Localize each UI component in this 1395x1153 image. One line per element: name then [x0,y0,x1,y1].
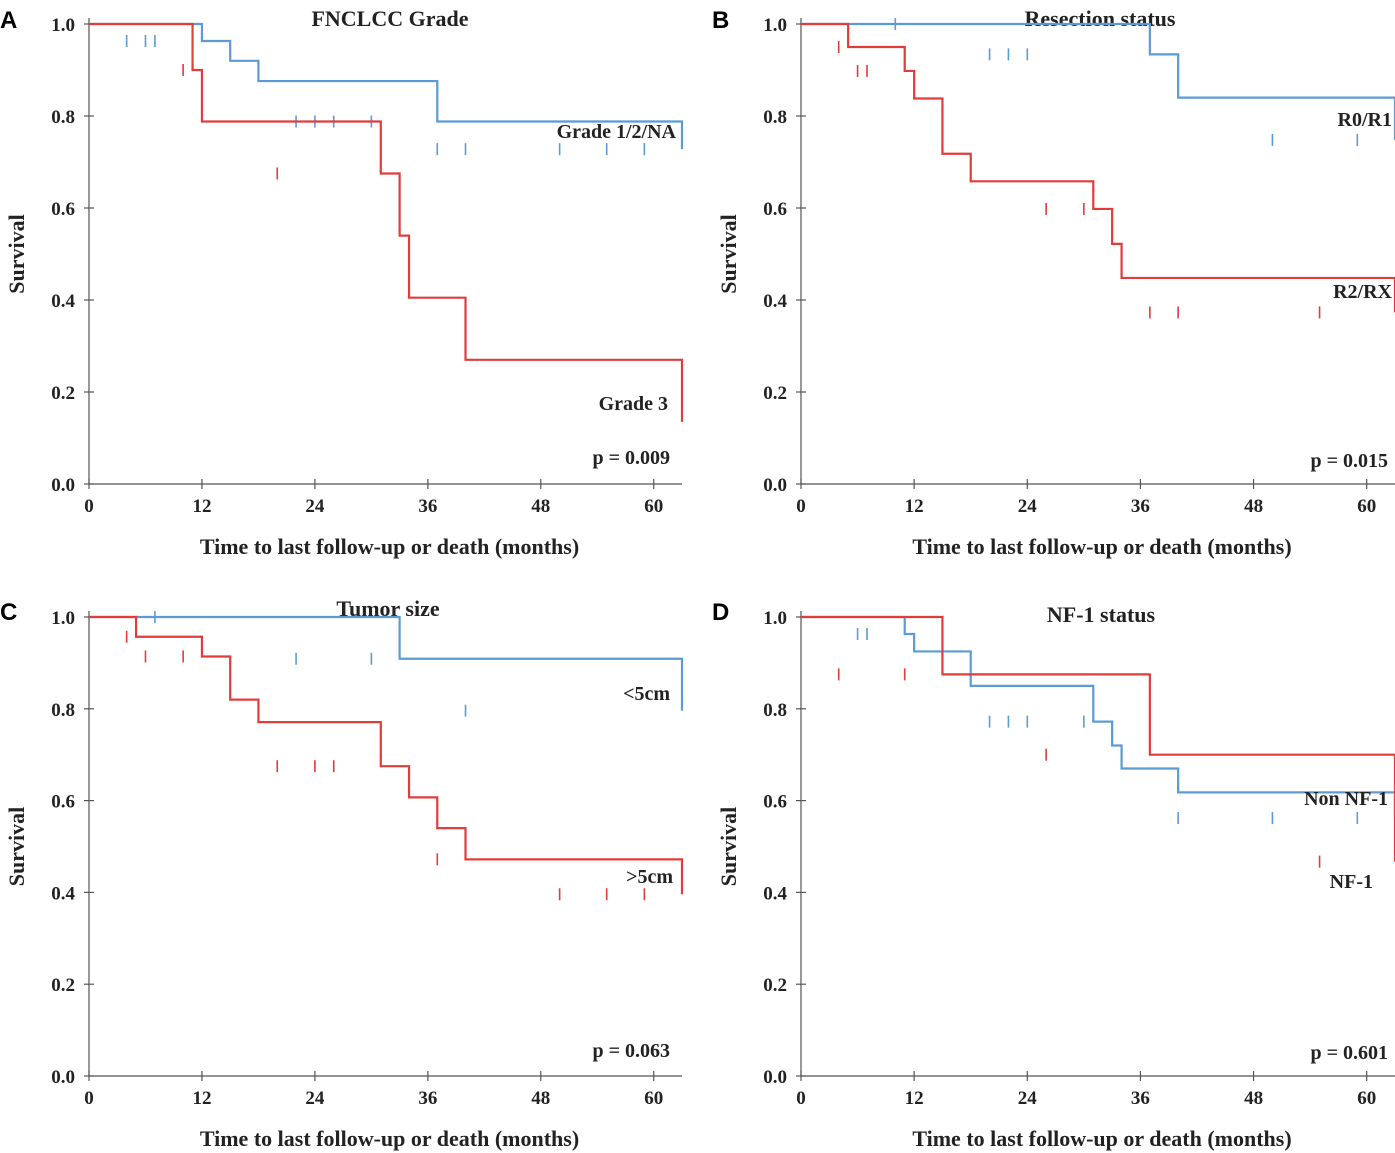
y-tick-label: 0.4 [763,291,787,312]
y-tick-label: 0.6 [763,199,787,220]
series-line-red [801,22,1395,313]
series-label: R0/R1 [1338,109,1392,131]
y-tick-label: 0.4 [51,883,75,904]
p-value-label: p = 0.601 [1310,1042,1388,1064]
series-label: NF-1 [1330,871,1373,893]
series-line-blue [89,22,684,150]
y-tick-label: 0.6 [763,792,787,813]
series-label: Non NF-1 [1304,788,1388,810]
x-tick-label: 24 [305,496,325,517]
y-tick-label: 0.0 [51,475,75,496]
x-axis-label: Time to last follow-up or death (months) [912,534,1291,559]
y-tick-label: 0.2 [51,975,75,996]
x-tick-label: 12 [192,1088,211,1109]
x-tick-label: 48 [1244,496,1263,517]
series-label: Grade 1/2/NA [557,121,677,143]
y-tick-label: 0.0 [51,1067,75,1088]
y-tick-label: 0.2 [763,975,787,996]
x-tick-label: 48 [531,496,550,517]
chart-title: FNCLCC Grade [311,6,468,31]
series-line-red [801,615,1395,862]
p-value-label: p = 0.015 [1310,450,1388,472]
p-value-label: p = 0.063 [592,1040,670,1062]
y-tick-label: 1.0 [51,608,75,629]
y-tick-label: 0.6 [51,199,75,220]
y-tick-label: 0.8 [51,700,75,721]
x-tick-label: 24 [1018,496,1038,517]
series-line-red [89,22,684,422]
y-tick-label: 0.4 [51,291,75,312]
series-label: R2/RX [1333,281,1392,303]
series-label: >5cm [626,866,673,888]
series-line-blue [801,22,1395,140]
km-panel-d: D NF-1 status 0.0 0.2 0.4 0.6 0.8 1.0 0 12 24 36 48 6… [712,599,1395,1151]
y-axis-label: Survival [4,214,29,293]
y-tick-label: 1.0 [51,15,75,36]
x-tick-label: 36 [1131,496,1150,517]
y-tick-label: 0.2 [51,383,75,404]
series-label: Grade 3 [599,393,668,415]
x-axis-label: Time to last follow-up or death (months) [912,1126,1291,1151]
x-tick-label: 12 [905,1088,924,1109]
y-axis-label: Survival [4,807,29,886]
y-tick-label: 0.0 [763,475,787,496]
x-tick-label: 24 [1018,1088,1038,1109]
x-axis-label: Time to last follow-up or death (months) [200,1126,579,1151]
x-tick-label: 60 [644,496,663,517]
series-line-blue [89,615,684,711]
x-tick-label: 36 [1131,1088,1150,1109]
x-tick-label: 48 [1244,1088,1263,1109]
y-tick-label: 1.0 [763,608,787,629]
x-tick-label: 60 [644,1088,663,1109]
y-axis-label: Survival [716,214,741,293]
km-panel-a: A FNCLCC Grade 0.0 0.2 0.4 0.6 0.8 1.0 0 12 24 36 48… [0,6,684,559]
p-value-label: p = 0.009 [592,447,670,469]
x-tick-label: 12 [192,496,211,517]
series-line-red [89,615,684,895]
panel-letter: A [0,7,17,34]
y-tick-label: 1.0 [763,15,787,36]
panel-letter: D [712,599,729,626]
y-tick-label: 0.8 [763,700,787,721]
x-tick-label: 12 [905,496,924,517]
y-tick-label: 0.0 [763,1067,787,1088]
x-tick-label: 36 [418,1088,437,1109]
y-tick-label: 0.6 [51,792,75,813]
series-line-blue [801,615,1395,819]
x-tick-label: 0 [796,1088,806,1109]
chart-title: NF-1 status [1047,602,1156,627]
x-tick-label: 0 [84,1088,94,1109]
y-axis-label: Survival [716,807,741,886]
x-axis-label: Time to last follow-up or death (months) [200,534,579,559]
y-tick-label: 0.8 [763,107,787,128]
km-panel-b: B Resection status 0.0 0.2 0.4 0.6 0.8 1.0 0 12 24… [712,6,1395,559]
y-tick-label: 0.8 [51,107,75,128]
x-tick-label: 48 [531,1088,550,1109]
x-tick-label: 0 [84,496,94,517]
series-label: <5cm [623,683,670,705]
x-tick-label: 60 [1357,496,1376,517]
y-tick-label: 0.4 [763,883,787,904]
x-tick-label: 36 [418,496,437,517]
chart-title: Resection status [1025,6,1176,31]
panel-letter: B [712,7,729,34]
x-tick-label: 0 [796,496,806,517]
panel-letter: C [0,599,17,626]
y-tick-label: 0.2 [763,383,787,404]
x-tick-label: 60 [1357,1088,1376,1109]
x-tick-label: 24 [305,1088,325,1109]
